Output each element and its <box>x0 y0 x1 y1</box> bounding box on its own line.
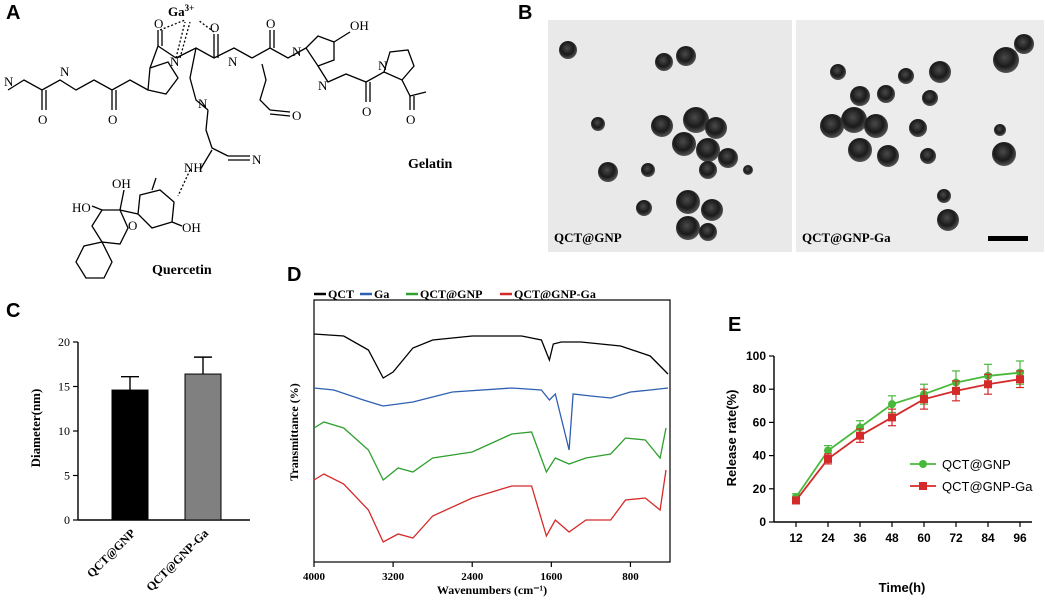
chart-d-xtick-label: 2400 <box>461 571 484 583</box>
chart-e-point <box>824 454 832 463</box>
atom-oh-2: OH <box>112 176 131 191</box>
chart-c-bar <box>111 389 149 521</box>
quercetin-label: Quercetin <box>152 263 212 278</box>
chart-e-point <box>888 400 896 409</box>
atom-o-2: O <box>108 112 117 127</box>
atom-o-9: O <box>128 218 137 233</box>
chart-e-xtick-label: 60 <box>917 531 931 545</box>
panel-letter-a: A <box>6 2 21 24</box>
atom-n-4: N <box>228 54 238 69</box>
atom-oh-1: OH <box>350 18 369 33</box>
chart-c-category-label: QCT@GNP <box>84 526 138 580</box>
atom-o-5: O <box>266 16 275 31</box>
scale-bar <box>988 236 1028 241</box>
chart-c-ytick-label: 15 <box>58 380 70 394</box>
atom-n-5: N <box>292 44 302 59</box>
chart-e-point <box>856 431 864 440</box>
gelatin-label: Gelatin <box>408 157 453 172</box>
chart-c-ytick-label: 20 <box>58 335 70 349</box>
atom-n-7: N <box>378 58 388 73</box>
chart-e-xtick-label: 48 <box>885 531 899 545</box>
chart-c-ytick-label: 10 <box>58 424 70 438</box>
chart-e-legend-marker <box>919 482 927 490</box>
chart-d-legend-label: QCT <box>328 287 354 301</box>
atom-n-3: N <box>170 54 180 69</box>
chart-d-legend-label: QCT@GNP <box>420 287 483 301</box>
chart-d-legend-label: QCT@GNP-Ga <box>514 287 596 301</box>
chart-e-ytick-label: 40 <box>753 449 767 463</box>
atom-o-8: O <box>406 112 415 127</box>
chart-e-point <box>984 380 992 389</box>
atom-n-9: N <box>252 152 262 167</box>
chart-e-point <box>952 386 960 395</box>
micrograph-right-label: QCT@GNP-Ga <box>802 230 891 245</box>
chart-c-ytick-label: 5 <box>64 469 70 483</box>
ga-ion-label: Ga3+ <box>168 3 194 19</box>
atom-o-3: O <box>154 16 163 31</box>
chart-d-xtick-label: 800 <box>622 571 639 583</box>
chart-c-bar <box>184 373 222 521</box>
chart-e-point <box>792 496 800 505</box>
chart-e-xtick-label: 24 <box>821 531 835 545</box>
chart-e-xtick-label: 72 <box>949 531 963 545</box>
panel-letter-c: C <box>6 300 21 322</box>
micrograph-left-label: QCT@GNP <box>554 230 622 245</box>
chart-e-ytick-label: 20 <box>753 482 767 496</box>
chart-e-ytick-label: 60 <box>753 415 767 429</box>
chart-e-ytick-label: 100 <box>746 349 766 363</box>
panel-b-micrographs: QCT@GNP QCT@GNP-Ga <box>548 20 1044 252</box>
chart-e-xtick-label: 84 <box>981 531 995 545</box>
chart-d-ylabel: Transmittance (%) <box>287 383 301 480</box>
atom-n-1: N <box>4 74 14 89</box>
chart-e-xtick-label: 36 <box>853 531 867 545</box>
chart-d-legend-label: Ga <box>374 287 389 301</box>
chart-e-point <box>888 413 896 422</box>
chart-e-xtick-label: 96 <box>1013 531 1027 545</box>
atom-o-7: O <box>362 104 371 119</box>
chart-d-xlabel: Wavenumbers (cm⁻¹) <box>437 583 547 597</box>
chart-d-xtick-label: 3200 <box>382 571 405 583</box>
atom-ho: HO <box>72 200 91 215</box>
panel-letter-e: E <box>728 314 742 336</box>
atom-oh-3: OH <box>182 220 201 235</box>
chart-e-ylabel: Release rate(%) <box>724 390 739 487</box>
chart-d-spectrum-line <box>313 387 669 451</box>
chart-e-legend-marker <box>919 460 927 468</box>
panel-letter-d: D <box>287 264 302 286</box>
atom-n-2: N <box>60 64 70 79</box>
chart-d-spectrum-line <box>313 333 669 379</box>
atom-o-6: O <box>292 108 301 123</box>
chart-e-series-line <box>795 371 1021 498</box>
chart-c-ylabel: Diameter(nm) <box>28 389 43 468</box>
chart-e-xtick-label: 12 <box>789 531 803 545</box>
chart-e-ytick-label: 0 <box>759 515 766 529</box>
chart-d-xtick-label: 4000 <box>303 571 326 583</box>
chart-e-xlabel: Time(h) <box>879 580 926 595</box>
panel-a-structure: Ga3+ N N N N N N N N N O O O O O O O O O… <box>4 3 453 279</box>
chart-d-spectrum-line <box>313 421 667 482</box>
chart-e-legend-label: QCT@GNP-Ga <box>942 479 1033 494</box>
chart-d-xtick-label: 1600 <box>540 571 563 583</box>
atom-o-4: O <box>210 20 219 35</box>
atom-o-1: O <box>38 112 47 127</box>
chart-e-release: 0 20 40 60 80 100 12 24 36 48 60 72 84 96 QCT@GNP QCT@… <box>724 349 1033 595</box>
chart-d-ftir: QCT Ga QCT@GNP QCT@GNP-Ga 4000 3200 2400 1600 8… <box>287 287 671 597</box>
micrograph-left <box>548 20 792 252</box>
panel-letter-b: B <box>518 2 533 24</box>
chart-c-category-label: QCT@GNP-Ga <box>143 526 211 594</box>
chart-e-point <box>1016 375 1024 384</box>
chart-e-ytick-label: 80 <box>753 382 767 396</box>
chart-e-series-line <box>795 378 1021 501</box>
chart-d-spectrum-line <box>313 469 667 543</box>
chart-e-legend-label: QCT@GNP <box>942 457 1011 472</box>
atom-nh: NH <box>184 160 203 175</box>
chart-c-ytick-label: 0 <box>64 513 70 527</box>
atom-n-6: N <box>318 78 328 93</box>
chart-e-point <box>824 446 832 455</box>
chart-d-frame <box>313 299 671 563</box>
chart-c-diameter: 0 5 10 15 20 QCT@GNP QCT@GNP-Ga Diameter(nm) <box>28 335 250 594</box>
atom-n-8: N <box>198 96 208 111</box>
chart-e-point <box>920 395 928 404</box>
